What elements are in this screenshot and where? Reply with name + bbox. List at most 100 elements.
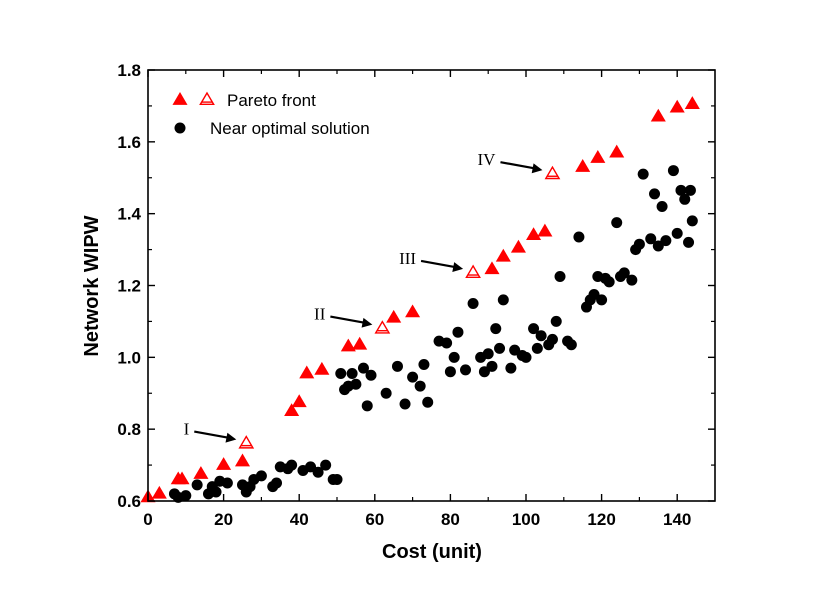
pareto-point xyxy=(299,365,315,379)
near-optimal-point xyxy=(649,188,661,200)
annotation-label: I xyxy=(184,420,190,439)
near-optimal-point xyxy=(486,360,498,372)
x-tick-label: 60 xyxy=(365,510,384,529)
y-tick-label: 1.6 xyxy=(117,133,141,152)
legend-label: Near optimal solution xyxy=(210,119,370,138)
y-tick-label: 1.0 xyxy=(117,348,141,367)
near-optimal-point xyxy=(505,362,517,374)
pareto-point xyxy=(352,336,368,350)
near-optimal-point xyxy=(565,339,577,351)
near-optimal-point xyxy=(626,274,638,286)
near-optimal-point xyxy=(675,184,687,196)
near-optimal-point xyxy=(418,359,430,371)
near-optimal-point xyxy=(686,215,698,227)
pareto-point xyxy=(291,394,307,408)
near-optimal-point xyxy=(255,470,267,482)
near-optimal-point xyxy=(191,479,203,491)
pareto-point xyxy=(684,96,700,109)
pareto-point xyxy=(193,466,209,479)
pareto-point xyxy=(537,223,553,237)
near-optimal-point xyxy=(645,233,657,245)
pareto-point xyxy=(590,150,606,163)
y-tick-label: 0.6 xyxy=(117,492,141,511)
pareto-point xyxy=(484,261,500,275)
near-optimal-point xyxy=(210,486,222,498)
near-optimal-point xyxy=(467,297,479,309)
near-optimal-point xyxy=(528,323,540,335)
x-tick-label: 120 xyxy=(587,510,615,529)
near-optimal-point xyxy=(573,231,585,243)
legend-marker-pareto xyxy=(172,92,188,105)
pareto-highlight-point xyxy=(238,435,255,449)
near-optimal-point xyxy=(407,371,419,383)
near-optimal-point xyxy=(422,396,434,408)
near-optimal-point xyxy=(361,400,373,412)
annotation-arrow xyxy=(500,161,543,174)
x-tick-label: 140 xyxy=(663,510,691,529)
pareto-point xyxy=(284,403,300,417)
near-optimal-point xyxy=(452,326,464,338)
pareto-point xyxy=(495,248,511,262)
near-optimal-point xyxy=(679,193,691,205)
near-optimal-point xyxy=(180,490,192,502)
near-optimal-point xyxy=(633,238,645,250)
annotation-arrow xyxy=(194,430,237,443)
annotation-arrow xyxy=(330,315,373,328)
pareto-highlight-point xyxy=(374,320,391,334)
near-optimal-point xyxy=(535,330,547,342)
x-tick-label: 20 xyxy=(214,510,233,529)
pareto-point xyxy=(650,108,666,122)
pareto-point xyxy=(234,453,251,467)
y-tick-label: 0.8 xyxy=(117,420,141,439)
near-optimal-point xyxy=(684,184,696,196)
near-optimal-point xyxy=(531,342,543,354)
pareto-highlight-point xyxy=(465,264,481,278)
legend-marker-pareto-open xyxy=(199,91,215,106)
x-tick-label: 40 xyxy=(290,510,309,529)
x-axis-label: Cost (unit) xyxy=(382,541,482,563)
near-optimal-point xyxy=(320,459,332,471)
x-tick-label: 100 xyxy=(512,510,540,529)
near-optimal-point xyxy=(671,227,683,239)
near-optimal-point xyxy=(618,267,630,279)
pareto-point xyxy=(405,304,421,318)
x-tick-label: 80 xyxy=(441,510,460,529)
near-optimal-point xyxy=(286,459,298,471)
pareto-point xyxy=(340,338,356,352)
near-optimal-point xyxy=(667,165,679,177)
near-optimal-point xyxy=(550,315,562,327)
y-tick-label: 1.8 xyxy=(117,61,141,80)
near-optimal-point xyxy=(271,477,283,489)
pareto-point xyxy=(216,457,232,470)
y-axis-label: Network WIPW xyxy=(81,215,103,356)
annotation-label: IV xyxy=(478,150,497,169)
near-optimal-point xyxy=(312,466,324,478)
near-optimal-point xyxy=(414,380,426,392)
legend-marker-near-optimal xyxy=(174,122,186,134)
near-optimal-point xyxy=(497,294,509,306)
near-optimal-point xyxy=(444,366,456,378)
near-optimal-point xyxy=(350,378,362,390)
near-optimal-point xyxy=(554,271,566,283)
near-optimal-point xyxy=(391,360,403,372)
pareto-point xyxy=(510,239,526,253)
near-optimal-point xyxy=(448,351,460,363)
near-optimal-point xyxy=(441,337,453,349)
annotation-arrow xyxy=(420,259,464,272)
near-optimal-point xyxy=(490,323,502,335)
near-optimal-point xyxy=(335,367,347,379)
pareto-point xyxy=(609,144,625,158)
pareto-point xyxy=(174,471,190,485)
pareto-point xyxy=(526,227,542,241)
near-optimal-point xyxy=(482,348,494,360)
near-optimal-point xyxy=(683,236,695,248)
annotation-label: III xyxy=(399,249,416,268)
near-optimal-point xyxy=(603,276,615,288)
near-optimal-point xyxy=(596,294,608,306)
near-optimal-point xyxy=(656,200,668,212)
x-tick-label: 0 xyxy=(143,510,152,529)
near-optimal-point xyxy=(494,342,506,354)
